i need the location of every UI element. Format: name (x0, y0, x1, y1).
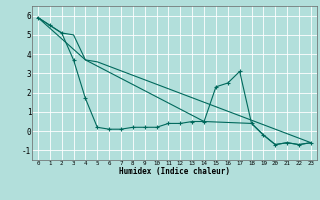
X-axis label: Humidex (Indice chaleur): Humidex (Indice chaleur) (119, 167, 230, 176)
